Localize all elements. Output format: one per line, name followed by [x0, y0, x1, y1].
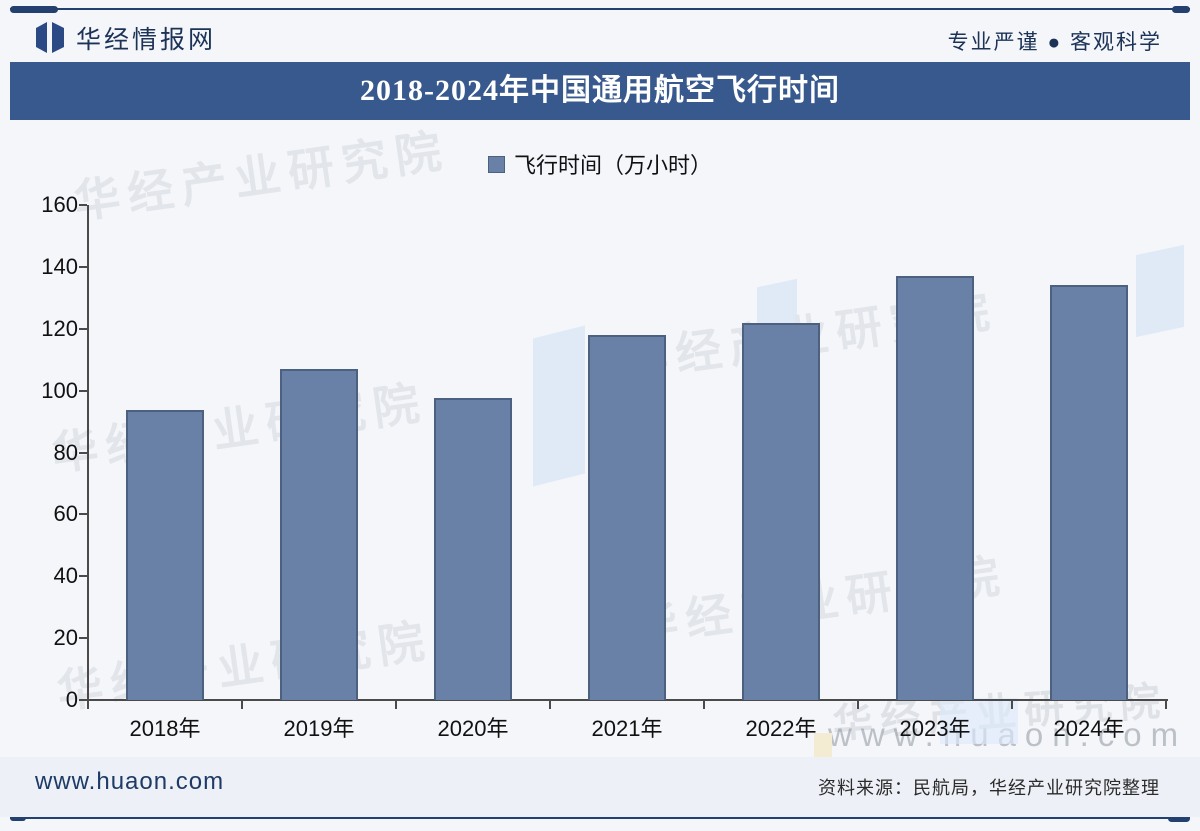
header: 华经情报网 [36, 20, 216, 56]
x-tick-mark [395, 701, 397, 709]
x-tick-mark [549, 701, 551, 709]
y-tick-mark [79, 451, 87, 454]
bottom-divider-right-cap [1168, 814, 1190, 822]
bar-slot [1012, 205, 1166, 700]
y-tick-mark [79, 327, 87, 330]
x-tick-mark [703, 701, 705, 709]
y-tick-label: 20 [53, 625, 78, 651]
y-tick-mark [79, 204, 87, 206]
top-divider-right-cap [1172, 5, 1190, 13]
x-category-label: 2022年 [745, 716, 817, 741]
bar-slot [704, 205, 858, 700]
x-category-label: 2023年 [899, 716, 971, 741]
y-tick-label: 160 [41, 192, 78, 217]
y-tick-mark [79, 513, 87, 516]
footer-site-link[interactable]: www.huaon.com [35, 768, 225, 795]
title-bar: 2018-2024年中国通用航空飞行时间 [10, 62, 1190, 120]
chart-title: 2018-2024年中国通用航空飞行时间 [360, 74, 840, 107]
x-category-label: 2018年 [129, 716, 201, 741]
top-divider [10, 5, 1190, 13]
y-tick-label: 40 [53, 563, 78, 589]
x-tick-mark [87, 701, 89, 709]
y-tick-label: 60 [53, 501, 78, 527]
header-tagline: 专业严谨 ● 客观科学 [947, 31, 1162, 54]
bar [742, 322, 820, 700]
x-category-label: 2019年 [283, 716, 355, 741]
bottom-divider [10, 814, 1190, 822]
y-tick-label: 140 [41, 253, 78, 279]
x-tick-mark [241, 701, 243, 709]
y-tick-label: 80 [53, 439, 78, 465]
y-tick-mark [79, 699, 87, 701]
bar [434, 398, 512, 700]
y-tick-mark [79, 637, 87, 640]
x-tick-mark [1165, 701, 1167, 709]
y-tick-mark [79, 265, 87, 268]
y-tick-mark [79, 389, 87, 392]
legend-swatch-icon [487, 155, 505, 173]
bar-slot [396, 205, 550, 700]
footer-source-note: 资料来源：民航局，华经产业研究院整理 [818, 778, 1160, 798]
bar-slot [88, 205, 242, 700]
brand-name: 华经情报网 [76, 26, 217, 54]
y-tick-label: 120 [41, 315, 78, 341]
x-axis-category-labels: 2018年 2019年 2020年 2021年 2022年 2023年 2024年 [88, 711, 1166, 743]
y-tick-label: 100 [41, 377, 78, 403]
bar-slot [858, 205, 1012, 700]
bar [896, 276, 974, 700]
bars-container [88, 205, 1166, 700]
x-axis-line [87, 699, 1168, 701]
y-tick-mark [79, 575, 87, 578]
x-tick-mark [857, 701, 859, 709]
legend: 飞行时间（万小时） [0, 148, 1200, 180]
x-category-label: 2024年 [1053, 716, 1125, 741]
x-category-label: 2021年 [591, 716, 663, 741]
brand-logo-icon [36, 22, 64, 54]
bar [126, 410, 204, 700]
legend-label: 飞行时间（万小时） [513, 153, 712, 178]
bar [1050, 285, 1128, 700]
bottom-divider-left-cap [10, 815, 26, 821]
bar [280, 368, 358, 700]
x-tick-mark [1011, 701, 1013, 709]
bar-slot [242, 205, 396, 700]
top-divider-left-cap [10, 5, 58, 13]
bar-slot [550, 205, 704, 700]
x-category-label: 2020年 [437, 716, 509, 741]
footer: www.huaon.com 资料来源：民航局，华经产业研究院整理 [0, 757, 1200, 817]
y-tick-label: 0 [65, 687, 78, 712]
y-axis-line [87, 205, 89, 701]
bar [588, 334, 666, 700]
